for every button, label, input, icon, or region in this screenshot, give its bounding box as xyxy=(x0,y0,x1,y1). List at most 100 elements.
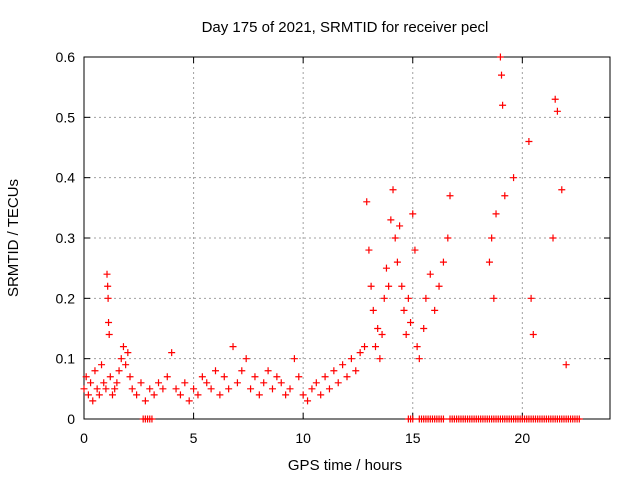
data-point xyxy=(273,373,281,381)
x-tick-labels: 0 5 10 15 20 xyxy=(80,430,530,446)
data-point xyxy=(525,137,533,145)
data-point xyxy=(89,397,97,405)
data-point xyxy=(290,355,298,363)
data-point xyxy=(382,264,390,272)
data-point xyxy=(108,391,116,399)
data-point xyxy=(413,343,421,351)
data-point xyxy=(295,373,303,381)
data-point xyxy=(562,361,570,369)
x-tick-label: 0 xyxy=(80,430,88,446)
data-point xyxy=(150,391,158,399)
data-point xyxy=(553,107,561,115)
data-point xyxy=(308,385,316,393)
data-point xyxy=(558,186,566,194)
data-point xyxy=(264,367,272,375)
data-point xyxy=(282,391,290,399)
data-point xyxy=(575,415,583,423)
data-point xyxy=(87,379,95,387)
data-point xyxy=(148,415,156,423)
data-point xyxy=(207,385,215,393)
data-point xyxy=(181,379,189,387)
data-point xyxy=(260,379,268,387)
data-point xyxy=(446,192,454,200)
data-point xyxy=(117,355,125,363)
chart-title: Day 175 of 2021, SRMTID for receiver pec… xyxy=(202,19,489,36)
data-point xyxy=(247,385,255,393)
x-tick-label: 20 xyxy=(515,430,531,446)
data-point xyxy=(499,101,507,109)
data-point xyxy=(398,282,406,290)
data-point xyxy=(343,373,351,381)
data-point xyxy=(225,385,233,393)
x-tick-label: 10 xyxy=(295,430,311,446)
data-point xyxy=(551,95,559,103)
y-tick-label: 0.5 xyxy=(56,109,76,125)
data-point xyxy=(490,294,498,302)
data-point xyxy=(286,385,294,393)
data-point xyxy=(435,282,443,290)
data-point xyxy=(492,210,500,218)
data-point xyxy=(212,367,219,375)
axis-ticks xyxy=(83,56,610,420)
data-point xyxy=(330,367,338,375)
data-point xyxy=(220,373,228,381)
data-point xyxy=(80,385,88,393)
data-point xyxy=(155,379,163,387)
data-point xyxy=(363,198,371,206)
data-point xyxy=(159,385,167,393)
data-point xyxy=(396,222,404,230)
data-point xyxy=(312,379,320,387)
data-point xyxy=(268,385,276,393)
data-point xyxy=(124,349,132,357)
data-point xyxy=(409,415,417,423)
data-point xyxy=(426,270,434,278)
data-point xyxy=(103,270,111,278)
data-point xyxy=(420,325,428,332)
data-point xyxy=(389,186,397,194)
data-point xyxy=(104,294,112,302)
data-point xyxy=(111,385,119,393)
data-point xyxy=(176,391,184,399)
data-point xyxy=(431,306,439,314)
data-point xyxy=(113,379,121,387)
data-point xyxy=(444,234,452,242)
data-point xyxy=(380,294,388,302)
data-point xyxy=(391,234,399,242)
data-point xyxy=(317,391,325,399)
data-point xyxy=(95,391,103,399)
y-tick-label: 0 xyxy=(67,411,75,427)
data-point xyxy=(251,373,259,381)
data-point xyxy=(422,294,430,302)
data-point xyxy=(488,234,496,242)
y-tick-label: 0.4 xyxy=(56,170,76,186)
data-point xyxy=(365,246,373,254)
data-point xyxy=(498,71,506,79)
data-point xyxy=(84,391,92,399)
data-point xyxy=(115,367,123,375)
data-point xyxy=(485,258,493,266)
data-point xyxy=(194,391,202,399)
data-point xyxy=(549,234,557,242)
data-point xyxy=(367,282,375,290)
data-point xyxy=(304,397,312,405)
data-point xyxy=(339,361,347,369)
data-point xyxy=(387,216,395,224)
data-point xyxy=(105,331,113,339)
data-point xyxy=(137,379,145,387)
data-point xyxy=(347,355,355,363)
data-point xyxy=(122,361,130,369)
data-point xyxy=(356,349,364,357)
data-point xyxy=(216,391,224,399)
data-point xyxy=(374,325,382,332)
data-point xyxy=(102,385,110,393)
data-point xyxy=(378,331,386,339)
data-point xyxy=(334,379,342,387)
data-point xyxy=(369,306,377,314)
data-point xyxy=(105,318,113,326)
data-point xyxy=(126,373,134,381)
data-point xyxy=(361,343,369,351)
data-point xyxy=(393,258,401,266)
data-points xyxy=(80,53,583,423)
